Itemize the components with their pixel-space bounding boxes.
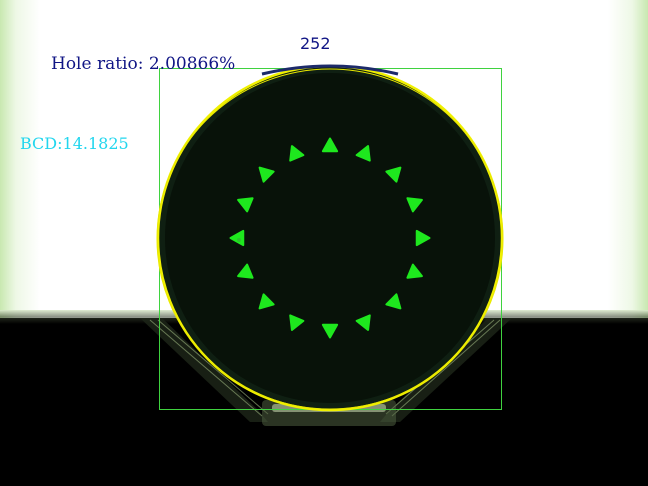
fiber-outline-secondary [156,68,504,410]
air-hole [385,293,402,310]
fiber-top-rim [261,64,399,76]
air-hole [415,229,431,247]
air-hole [289,314,305,331]
air-hole [237,263,254,279]
air-hole [355,314,371,331]
count-label: 252 [300,34,331,53]
fiber-body [159,67,501,409]
air-hole [237,197,254,213]
air-hole [258,293,275,310]
air-hole [258,166,275,183]
stray-speck [237,238,241,242]
fiber-body-inner-shade [159,67,501,409]
air-hole [321,323,339,339]
air-hole [385,166,402,183]
air-holes-ring [229,137,431,339]
groove-right-bevel [380,318,512,422]
hole-ratio-label: Hole ratio: 2.00866% [51,54,236,74]
air-hole [406,263,423,279]
air-hole [406,197,423,213]
groove-left-bevel [140,318,268,422]
bcd-label: BCD:14.1825 [20,134,129,153]
air-hole [321,137,339,153]
air-hole [289,145,305,162]
air-hole [355,145,371,162]
